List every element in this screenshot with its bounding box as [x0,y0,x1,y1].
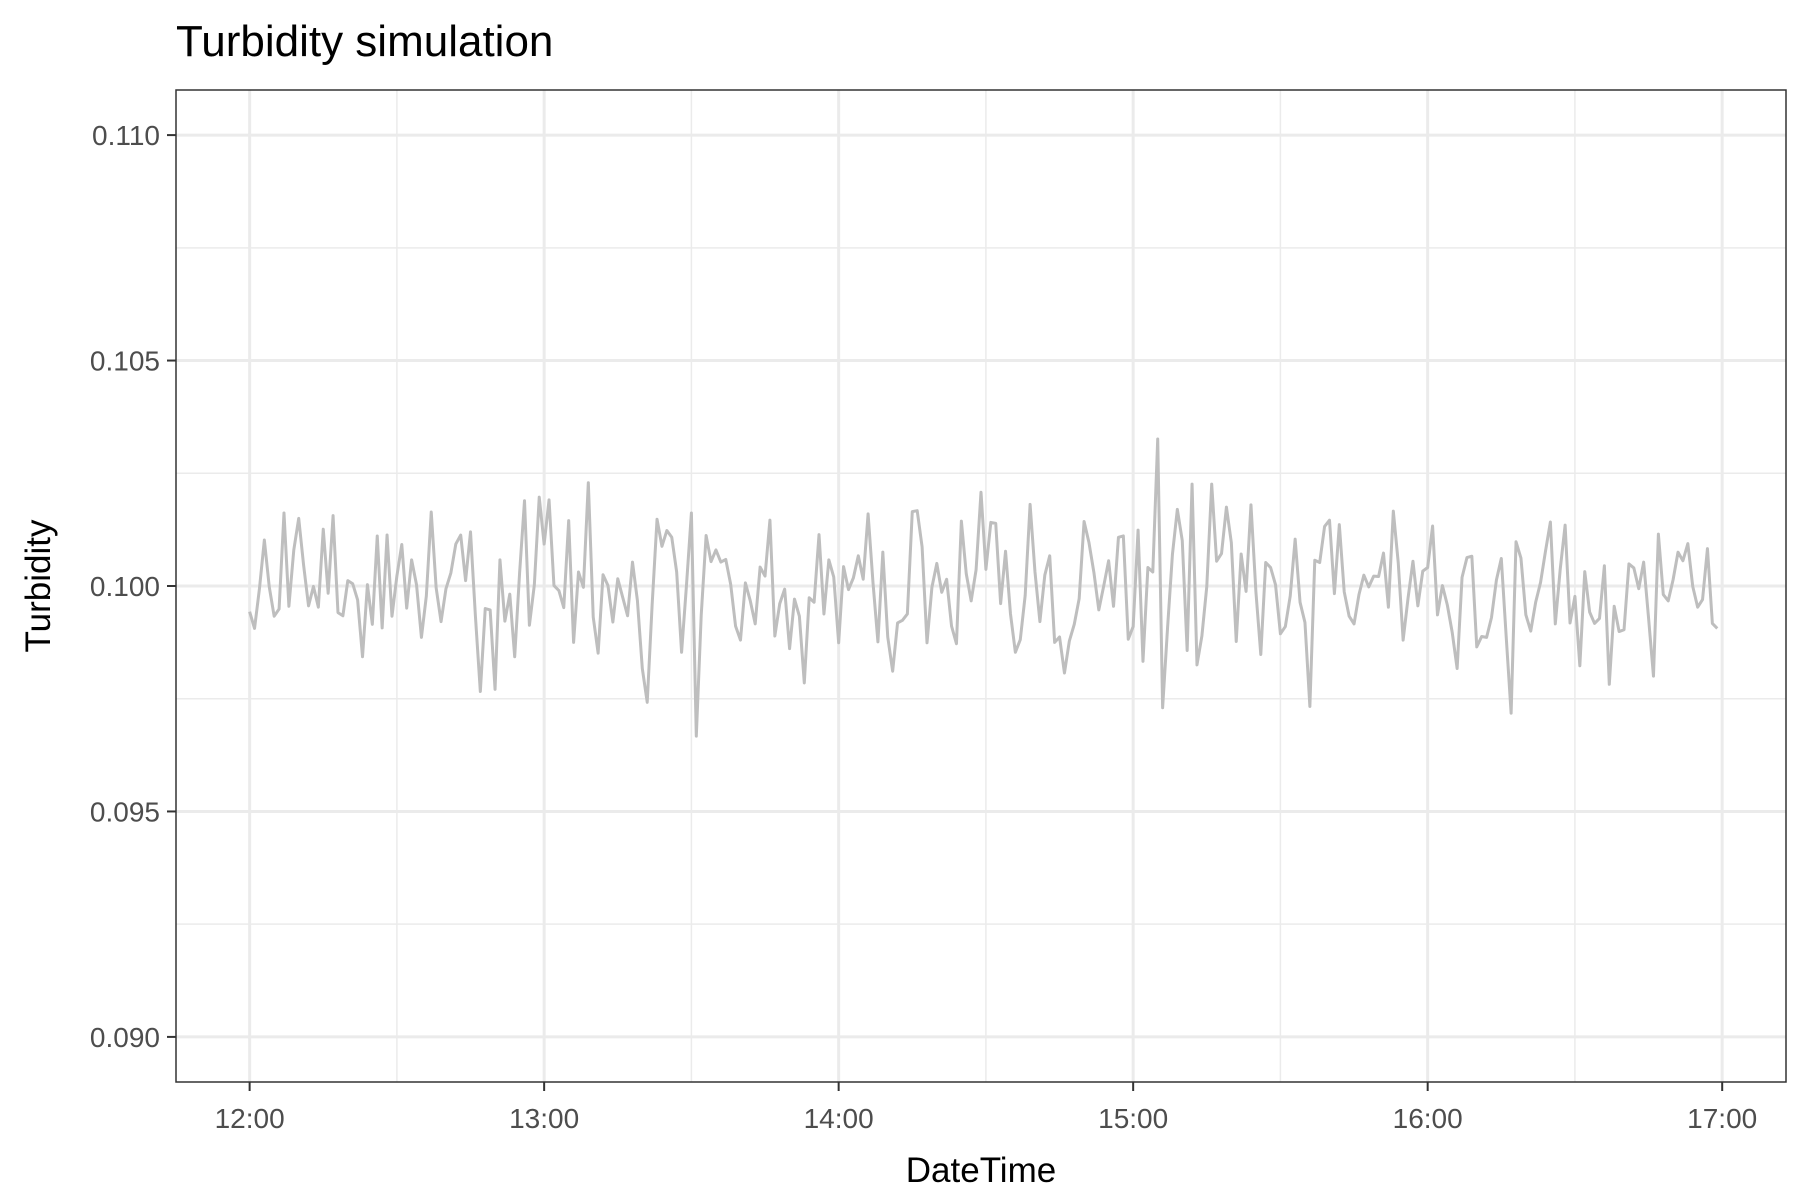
axis-ticks: 12:00 13:00 14:00 15:00 16:00 17:00 0.090 0.095… [90,120,1757,1134]
chart-title: Turbidity simulation [176,17,553,66]
series-line [248,437,1719,738]
x-axis-title: DateTime [906,1151,1056,1190]
y-axis-title: Turbidity [19,519,58,652]
x-tick-label: 12:00 [215,1103,285,1134]
x-tick-label: 14:00 [804,1103,874,1134]
y-tick-label: 0.095 [90,796,160,827]
y-tick-label: 0.100 [90,571,160,602]
y-tick-label: 0.090 [90,1022,160,1053]
x-tick-label: 13:00 [509,1103,579,1134]
x-tick-label: 16:00 [1393,1103,1463,1134]
x-tick-label: 15:00 [1098,1103,1168,1134]
y-tick-label: 0.105 [90,346,160,377]
x-tick-label: 17:00 [1687,1103,1757,1134]
y-tick-label: 0.110 [92,120,160,151]
grid [176,90,1786,1082]
